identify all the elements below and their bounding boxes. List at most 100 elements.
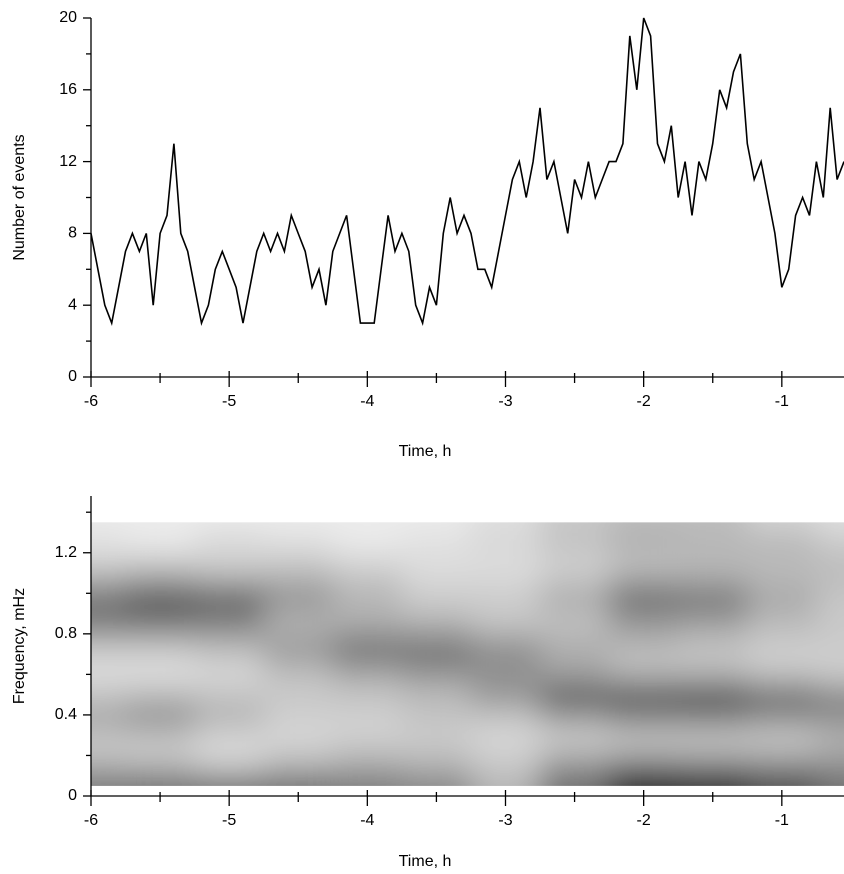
contour-cell (540, 735, 610, 756)
contour-cell (747, 674, 817, 696)
contour-cell (609, 775, 679, 786)
contour-cell (91, 532, 127, 554)
contour-cell (609, 613, 679, 635)
contour-cell (470, 674, 541, 696)
contour-cell (609, 674, 679, 696)
contour-cell (263, 522, 334, 533)
contour-cell (816, 775, 844, 786)
contour-cell (816, 714, 844, 736)
contour-cell (91, 654, 127, 675)
contour-cell (470, 522, 541, 533)
contour-cell (401, 775, 472, 786)
contour-cell (194, 613, 265, 635)
contour-cell (194, 694, 265, 716)
y-axis-label: Number of events (11, 134, 28, 260)
contour-cell (332, 593, 403, 615)
contour-cell (609, 755, 679, 777)
contour-cell (747, 552, 817, 574)
contour-cell (747, 735, 817, 756)
contour-cell (678, 694, 748, 716)
contour-cell (332, 674, 403, 696)
contour-cell (332, 633, 403, 655)
x-tick-label: -1 (775, 393, 789, 410)
contour-cell (540, 633, 610, 655)
contour-cell (263, 735, 334, 756)
contour-cell (263, 593, 334, 615)
contour-cell (194, 573, 265, 594)
contour-cell (263, 674, 334, 696)
contour-cell (747, 654, 817, 675)
contour-cell (540, 755, 610, 777)
contour-cell (470, 532, 541, 554)
contour-cell (470, 593, 541, 615)
contour-cell (816, 674, 844, 696)
contour-cell (747, 593, 817, 615)
contour-cell (263, 775, 334, 786)
contour-cell (194, 522, 265, 533)
contour-cell (470, 552, 541, 574)
contour-cell (194, 674, 265, 696)
contour-cell (125, 694, 196, 716)
contour-cell (401, 552, 472, 574)
contour-cell (470, 613, 541, 635)
contour-cell (91, 613, 127, 635)
contour-cell (125, 735, 196, 756)
contour-cell (332, 573, 403, 594)
contour-cell (816, 593, 844, 615)
contour-cell (263, 755, 334, 777)
contour-area (91, 522, 844, 786)
contour-cell (609, 714, 679, 736)
contour-cell (91, 714, 127, 736)
contour-cell (125, 552, 196, 574)
contour-cell (91, 694, 127, 716)
contour-cell (678, 552, 748, 574)
contour-cell (540, 775, 610, 786)
contour-cell (194, 735, 265, 756)
y-tick-label: 8 (68, 225, 77, 242)
y-tick-label: 0.8 (55, 625, 77, 642)
contour-cell (332, 522, 403, 533)
contour-cell (91, 674, 127, 696)
contour-cell (194, 755, 265, 777)
contour-cell (91, 755, 127, 777)
x-tick-label: -6 (84, 393, 98, 410)
contour-cell (91, 775, 127, 786)
contour-cell (91, 522, 127, 533)
contour-cell (540, 714, 610, 736)
contour-cell (263, 552, 334, 574)
x-tick-label: -5 (222, 812, 236, 829)
contour-cell (332, 735, 403, 756)
x-tick-label: -3 (498, 812, 512, 829)
contour-cell (678, 735, 748, 756)
contour-cell (125, 775, 196, 786)
contour-cell (678, 775, 748, 786)
contour-cell (609, 593, 679, 615)
contour-cell (91, 633, 127, 655)
data-line (90, 17, 844, 326)
x-tick-label: -4 (360, 812, 374, 829)
contour-cell (816, 573, 844, 594)
contour-cells (91, 522, 844, 786)
contour-cell (816, 735, 844, 756)
contour-cell (401, 613, 472, 635)
contour-cell (332, 714, 403, 736)
contour-cell (816, 522, 844, 533)
contour-cell (678, 522, 748, 533)
contour-cell (747, 755, 817, 777)
contour-cell (470, 654, 541, 675)
contour-cell (194, 654, 265, 675)
contour-cell (401, 654, 472, 675)
contour-cell (747, 532, 817, 554)
contour-cell (91, 552, 127, 574)
contour-cell (816, 613, 844, 635)
contour-cell (401, 735, 472, 756)
contour-cell (678, 573, 748, 594)
contour-cell (263, 613, 334, 635)
contour-cell (816, 552, 844, 574)
contour-cell (263, 694, 334, 716)
contour-cell (470, 573, 541, 594)
contour-cell (747, 633, 817, 655)
contour-cell (609, 694, 679, 716)
x-axis-label: Time, h (399, 853, 452, 870)
x-tick-label: -1 (775, 812, 789, 829)
